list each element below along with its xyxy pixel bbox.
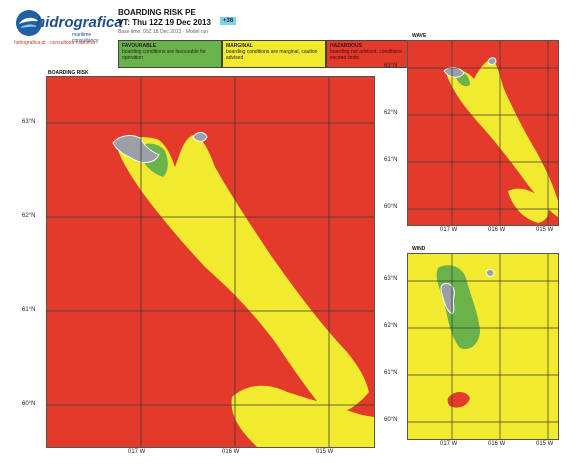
wave-grid bbox=[408, 41, 558, 225]
brand-tagline: maritime consultancy bbox=[72, 32, 99, 44]
land-area-islet bbox=[485, 269, 495, 277]
main-lat-label: 61°N bbox=[22, 307, 36, 313]
brand-subline: hidrografica.pt · consultoria maritima bbox=[14, 40, 95, 46]
legend-favourable-desc: boarding conditions are favourable for o… bbox=[122, 49, 206, 61]
legend-marginal-title: MARGINAL bbox=[226, 43, 253, 49]
land-area-islet bbox=[192, 132, 208, 142]
logo: hidrografica maritime consultancy hidrog… bbox=[14, 6, 123, 46]
run-info: Base time: 00Z 18 Dec 2013 · Model run bbox=[118, 29, 209, 35]
main-lon-label: 017 W bbox=[128, 449, 146, 455]
land-area bbox=[112, 135, 160, 163]
wave-lon-label: 017 W bbox=[440, 227, 458, 233]
wind-lat-label: 60°N bbox=[384, 417, 398, 423]
wave-lat-label: 63°N bbox=[384, 63, 398, 69]
marginal-area-south-2 bbox=[243, 406, 279, 420]
marginal-area-south bbox=[508, 188, 549, 223]
wind-grid bbox=[408, 254, 558, 439]
wave-lon-label: 015 W bbox=[536, 227, 554, 233]
legend-marginal-desc: boarding conditions are marginal, cautio… bbox=[226, 49, 318, 61]
wind-lon-label: 017 W bbox=[440, 441, 458, 447]
logo-icon bbox=[16, 10, 42, 36]
time-badge: +36 bbox=[220, 17, 237, 25]
wave-lon-label: 016 W bbox=[488, 227, 506, 233]
marginal-area bbox=[408, 254, 558, 439]
wave-panel-title: WAVE bbox=[412, 33, 427, 39]
wind-lon-label: 016 W bbox=[488, 441, 506, 447]
marginal-area bbox=[117, 135, 369, 415]
wave-map bbox=[407, 40, 559, 226]
legend-favourable-title: FAVOURABLE bbox=[122, 43, 157, 49]
brand-name: hidrografica bbox=[36, 14, 123, 31]
legend-favourable: FAVOURABLE boarding conditions are favou… bbox=[118, 40, 222, 68]
wave-lat-label: 61°N bbox=[384, 157, 398, 163]
main-lat-label: 62°N bbox=[22, 213, 36, 219]
wind-map bbox=[407, 253, 559, 440]
wave-lat-label: 62°N bbox=[384, 110, 398, 116]
product-title: BOARDING RISK PE bbox=[118, 8, 196, 17]
main-lon-label: 015 W bbox=[316, 449, 334, 455]
legend-hazardous-title: HAZARDOUS bbox=[330, 43, 362, 49]
main-lon-label: 016 W bbox=[222, 449, 240, 455]
main-map bbox=[46, 76, 375, 448]
land-area-islet bbox=[487, 57, 497, 65]
marginal-area bbox=[446, 59, 558, 217]
wave-lat-label: 60°N bbox=[384, 204, 398, 210]
main-lat-label: 60°N bbox=[22, 401, 36, 407]
legend-hazardous-desc: boarding not advised, conditions exceed … bbox=[330, 49, 402, 61]
wind-panel-title: WIND bbox=[412, 246, 426, 252]
marginal-area-south bbox=[231, 385, 374, 447]
wind-lat-label: 63°N bbox=[384, 276, 398, 282]
legend-marginal: MARGINAL boarding conditions are margina… bbox=[222, 40, 326, 68]
wind-lon-label: 015 W bbox=[536, 441, 554, 447]
wind-lat-label: 62°N bbox=[384, 323, 398, 329]
main-lat-label: 63°N bbox=[22, 119, 36, 125]
valid-time: VT: Thu 12Z 19 Dec 2013 bbox=[118, 18, 211, 27]
legend-hazardous: HAZARDOUS boarding not advised, conditio… bbox=[326, 40, 422, 68]
hazardous-area bbox=[447, 392, 470, 408]
wind-lat-label: 61°N bbox=[384, 370, 398, 376]
main-grid bbox=[47, 77, 374, 447]
main-panel-title: BOARDING RISK bbox=[48, 70, 89, 76]
